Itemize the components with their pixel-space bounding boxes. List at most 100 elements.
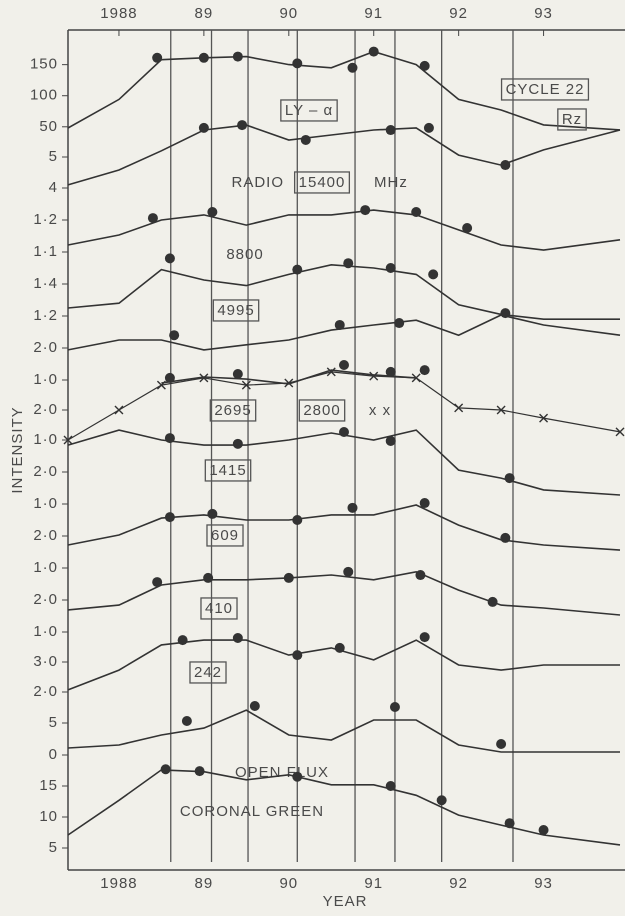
- y-tick-label: 1·4: [33, 275, 58, 292]
- y-tick-label: 5: [49, 839, 58, 856]
- series-label: 609: [211, 527, 239, 544]
- peak-dot: [152, 577, 163, 588]
- label-box: [200, 597, 238, 620]
- y-tick-label: 1·0: [33, 623, 58, 640]
- y-tick-label: 2·0: [33, 527, 58, 544]
- y-tick-label: 2·0: [33, 591, 58, 608]
- peak-dot: [292, 771, 303, 782]
- peak-dot: [385, 263, 396, 273]
- label-box: [206, 524, 244, 547]
- series-label: 242: [194, 664, 222, 681]
- series-line: [67, 570, 621, 616]
- peak-dot: [436, 795, 447, 806]
- peak-dot: [500, 308, 511, 319]
- x-tick-label: 91: [364, 5, 383, 22]
- peak-dot: [232, 633, 243, 643]
- peak-dot: [164, 372, 175, 383]
- peak-dot: [203, 572, 214, 583]
- series-label: 410: [205, 600, 233, 617]
- peak-dot: [419, 60, 430, 71]
- y-tick-label: 1·2: [33, 307, 58, 324]
- peak-dot: [347, 502, 358, 513]
- y-tick-label: 10: [39, 808, 58, 825]
- marker-label: x x: [369, 402, 391, 419]
- peak-dot: [496, 738, 507, 749]
- series-label: 15400: [299, 174, 346, 191]
- x-marker: [284, 378, 294, 388]
- y-tick-label: 150: [30, 56, 58, 73]
- peak-dot: [419, 365, 430, 376]
- peak-dot: [538, 825, 549, 836]
- y-tick-label: 5: [49, 714, 58, 731]
- series-label: Rz: [562, 111, 582, 128]
- peak-dot: [160, 764, 171, 775]
- x-marker: [241, 380, 251, 390]
- peak-dot: [487, 596, 498, 607]
- x-marker: [539, 413, 549, 423]
- y-tick-label: 2·0: [33, 683, 58, 700]
- peak-dot: [283, 572, 294, 583]
- label-box: [298, 399, 346, 422]
- peak-dot: [207, 207, 218, 217]
- y-tick-label: 1·0: [33, 431, 58, 448]
- peak-dot: [237, 120, 248, 131]
- series-label: 2800: [303, 402, 340, 419]
- y-tick-label: 5: [49, 148, 58, 165]
- x-tick-label: 1988: [100, 5, 137, 22]
- peak-dot: [500, 532, 511, 543]
- series-label: OPEN FLUX: [235, 764, 329, 781]
- annotation: CYCLE 22: [506, 81, 585, 98]
- y-tick-label: 3·0: [33, 653, 58, 670]
- x-marker: [63, 435, 73, 445]
- peak-dot: [292, 515, 303, 525]
- peak-dot: [343, 566, 354, 577]
- x-tick-label: 90: [279, 5, 298, 22]
- peak-dot: [389, 702, 400, 712]
- series-line: [67, 709, 620, 753]
- y-tick-label: 1·1: [33, 243, 58, 260]
- peak-dot: [169, 330, 180, 341]
- peak-dot: [300, 134, 311, 145]
- y-tick-label: 2·0: [33, 401, 58, 418]
- peak-dot: [419, 632, 430, 643]
- peak-dot: [292, 650, 303, 661]
- x-marker: [114, 405, 124, 415]
- x-marker: [496, 405, 506, 415]
- series-label: 4995: [217, 302, 254, 319]
- y-tick-label: 1·0: [33, 559, 58, 576]
- y-tick-label: 2·0: [33, 339, 58, 356]
- series-line: [67, 314, 621, 351]
- peak-dot: [462, 223, 473, 233]
- y-tick-label: 0: [49, 746, 58, 763]
- x-marker: [454, 403, 464, 413]
- peak-dot: [339, 360, 349, 370]
- series-line: [67, 209, 621, 251]
- y-tick-label: 4: [49, 179, 58, 196]
- x-tick-label: 93: [534, 5, 553, 22]
- peak-dot: [147, 213, 158, 224]
- series-label: CORONAL GREEN: [180, 803, 324, 820]
- peak-dot: [394, 318, 405, 329]
- peak-dot: [368, 46, 379, 57]
- peak-dot: [411, 207, 422, 217]
- x-marker: [326, 367, 336, 377]
- label-box: [500, 78, 590, 101]
- peak-dot: [385, 366, 396, 377]
- peak-dot: [292, 264, 303, 275]
- x-marker: [156, 380, 166, 390]
- series-line: [67, 769, 621, 846]
- peak-dot: [164, 433, 175, 444]
- y-tick-label: 100: [30, 87, 58, 104]
- peak-dot: [343, 258, 354, 269]
- label-box: [204, 459, 252, 482]
- peak-dot: [249, 700, 260, 711]
- peak-dot: [428, 269, 439, 280]
- peak-dot: [194, 766, 205, 777]
- label-box: [293, 171, 351, 194]
- peak-dot: [334, 642, 345, 653]
- peak-dot: [198, 52, 209, 63]
- series-label: LY – α: [285, 102, 333, 119]
- x-tick-label: 90: [279, 875, 298, 892]
- peak-dot: [177, 635, 188, 646]
